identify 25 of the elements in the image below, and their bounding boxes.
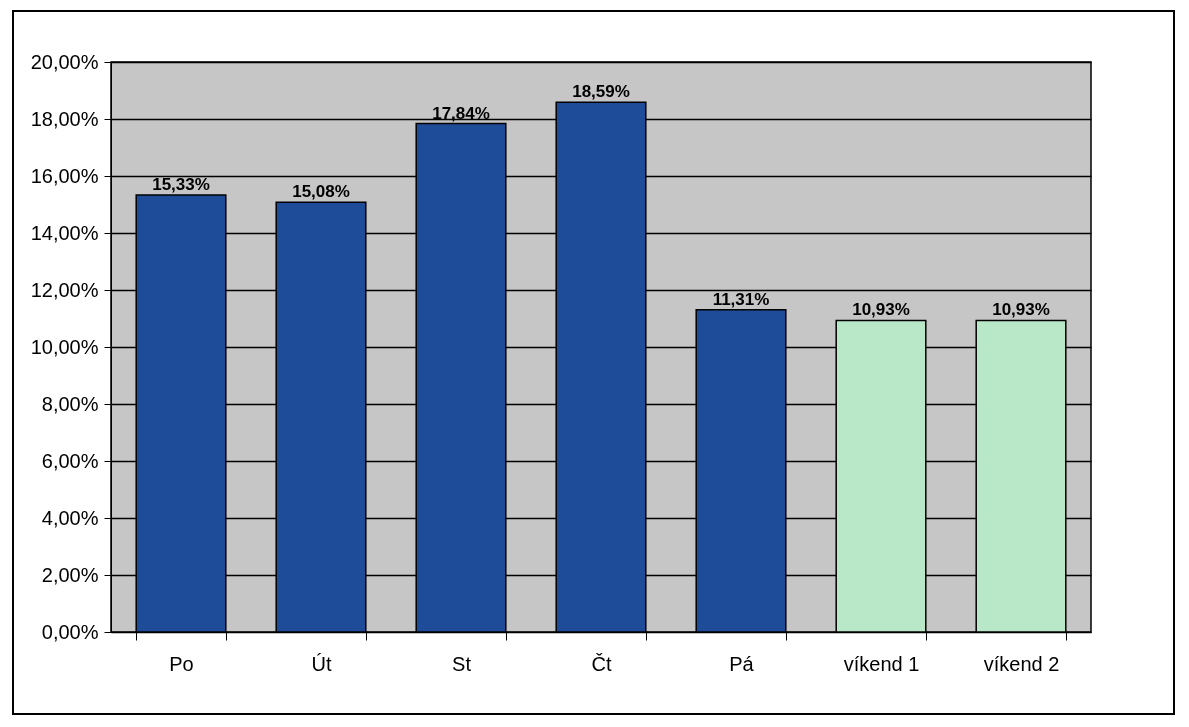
x-tick-label: St (452, 652, 472, 675)
x-tick-label: Pá (729, 652, 755, 675)
data-label: 15,33% (152, 175, 210, 195)
x-tick-label: víkend 1 (843, 652, 920, 675)
y-tick-label: 16,00% (30, 164, 99, 187)
y-tick-label: 8,00% (41, 392, 99, 415)
data-label: 15,08% (292, 182, 350, 202)
y-tick-label: 18,00% (30, 107, 99, 130)
x-tick-label: Čt (591, 652, 612, 675)
y-tick-label: 10,00% (30, 335, 99, 358)
x-tick-label: Po (169, 652, 194, 675)
y-tick-label: 2,00% (41, 563, 99, 586)
data-label: 10,93% (852, 300, 910, 320)
y-tick-label: 14,00% (30, 221, 99, 244)
x-tick-label: Út (311, 652, 332, 675)
y-tick-label: 0,00% (41, 620, 99, 643)
data-label: 11,31% (712, 289, 770, 309)
y-tick-label: 12,00% (30, 278, 99, 301)
data-label: 17,84% (432, 103, 490, 123)
x-tick-label: víkend 2 (983, 652, 1060, 675)
data-label: 18,59% (572, 82, 630, 102)
y-tick-label: 6,00% (41, 449, 99, 472)
y-tick-label: 20,00% (30, 50, 99, 73)
y-tick-label: 4,00% (41, 506, 99, 529)
data-label: 10,93% (992, 300, 1050, 320)
